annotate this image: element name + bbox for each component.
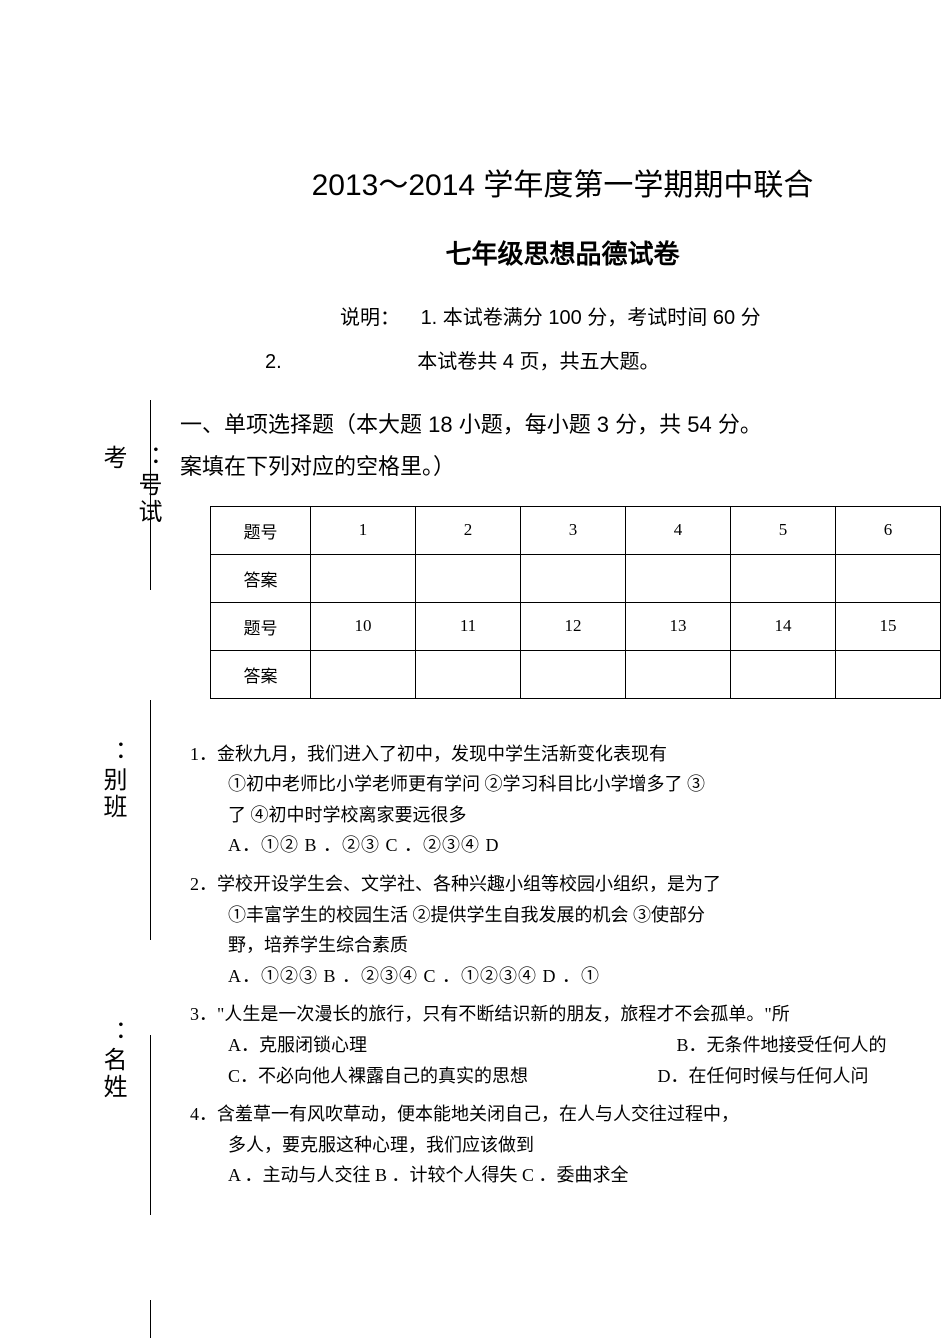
cell[interactable] [311,650,416,698]
document-title: 2013～2014 学年度第一学期期中联合 [180,160,945,204]
question-1: 1．金秋九月，我们进入了初中，发现中学生活新变化表现有 ①初中老师比小学老师更有… [190,739,945,861]
cell[interactable] [731,554,836,602]
cell: 1 [311,506,416,554]
side-divider-4 [150,1300,151,1338]
cell[interactable] [416,650,521,698]
cell: 2 [416,506,521,554]
cell[interactable] [521,650,626,698]
cell[interactable] [836,554,941,602]
cell: 6 [836,506,941,554]
cell: 13 [626,602,731,650]
question-2: 2．学校开设学生会、文学社、各种兴趣小组等校园小组织，是为了 ①丰富学生的校园生… [190,869,945,991]
class-label: ：别班 [95,740,130,840]
cell[interactable] [416,554,521,602]
side-divider-1 [150,400,151,590]
cell: 11 [416,602,521,650]
exam-number-label: ：号试考 [95,445,165,545]
question-main: 4．含羞草一有风吹草动，便本能地关闭自己，在人与人交往过程中， [190,1099,945,1130]
question-options: A．①②③ B ．②③④ C ．①②③④ D ．① [190,961,945,992]
table-row: 题号 1 2 3 4 5 6 [211,506,941,554]
opt-a: A．克服闭锁心理 [228,1035,367,1055]
row-label: 答案 [211,554,311,602]
cell: 3 [521,506,626,554]
answer-sheet-table: 题号 1 2 3 4 5 6 答案 题号 10 11 12 13 14 15 [210,506,941,699]
instruction-line-2: 2. 本试卷共 4 页，共五大题。 [180,345,945,374]
instruction-text-1: 1. 本试卷满分 100 分，考试时间 60 分 [421,307,761,329]
section-heading-line2: 案填在下列对应的空格里。） [180,454,455,479]
row-label: 题号 [211,506,311,554]
table-row: 题号 10 11 12 13 14 15 [211,602,941,650]
question-option-c-d: C．不必向他人裸露自己的真实的思想 D．在任何时候与任何人问 [190,1061,945,1092]
cell: 12 [521,602,626,650]
cell[interactable] [626,650,731,698]
section-1-heading: 一、单项选择题（本大题 18 小题，每小题 3 分，共 54 分。 案填在下列对… [180,404,945,488]
opt-c: C．不必向他人裸露自己的真实的思想 [228,1066,528,1086]
question-sub: 多人，要克服这种心理，我们应该做到 [190,1130,945,1161]
question-options: A ．主动与人交往 B ．计较个人得失 C ．委曲求全 [190,1160,945,1191]
opt-b: B．无条件地接受任何人的 [677,1035,887,1055]
table-row: 答案 [211,554,941,602]
instruction-prefix: 说明： [340,307,400,329]
section-heading-line1: 一、单项选择题（本大题 18 小题，每小题 3 分，共 54 分。 [180,412,762,437]
question-option-a-c: A．克服闭锁心理 B．无条件地接受任何人的 [190,1030,945,1061]
question-options: A．①② B ．②③ C ．②③④ D [190,830,945,861]
row-label: 答案 [211,650,311,698]
table-row: 答案 [211,650,941,698]
document-subtitle: 七年级思想品德试卷 [180,234,945,271]
instruction-text-2: 本试卷共 4 页，共五大题。 [417,351,659,373]
cell[interactable] [731,650,836,698]
cell: 5 [731,506,836,554]
question-4: 4．含羞草一有风吹草动，便本能地关闭自己，在人与人交往过程中， 多人，要克服这种… [190,1099,945,1191]
cell[interactable] [626,554,731,602]
question-sub: 野，培养学生综合素质 [190,930,945,961]
cell: 14 [731,602,836,650]
cell: 10 [311,602,416,650]
question-sub: 了 ④初中时学校离家要远很多 [190,800,945,831]
opt-d: D．在任何时候与任何人问 [658,1066,869,1086]
instruction-prefix-2: 2. [265,351,282,373]
cell[interactable] [521,554,626,602]
side-labels-container: ：号试考 ：别班 ：名姓 [95,445,165,1240]
question-main: 1．金秋九月，我们进入了初中，发现中学生活新变化表现有 [190,739,945,770]
question-sub: ①初中老师比小学老师更有学问 ②学习科目比小学增多了 ③ [190,769,945,800]
side-divider-2 [150,700,151,940]
side-divider-3 [150,1035,151,1215]
document-content: 2013～2014 学年度第一学期期中联合 七年级思想品德试卷 说明： 1. 本… [180,160,945,1199]
question-main: 2．学校开设学生会、文学社、各种兴趣小组等校园小组织，是为了 [190,869,945,900]
question-sub: ①丰富学生的校园生活 ②提供学生自我发展的机会 ③使部分 [190,900,945,931]
row-label: 题号 [211,602,311,650]
cell[interactable] [836,650,941,698]
cell[interactable] [311,554,416,602]
name-label: ：名姓 [95,1020,130,1120]
question-3: 3．"人生是一次漫长的旅行，只有不断结识新的朋友，旅程才不会孤单。"所 A．克服… [190,999,945,1091]
cell: 15 [836,602,941,650]
cell: 4 [626,506,731,554]
question-main: 3．"人生是一次漫长的旅行，只有不断结识新的朋友，旅程才不会孤单。"所 [190,999,945,1030]
instruction-line-1: 说明： 1. 本试卷满分 100 分，考试时间 60 分 [180,301,945,330]
